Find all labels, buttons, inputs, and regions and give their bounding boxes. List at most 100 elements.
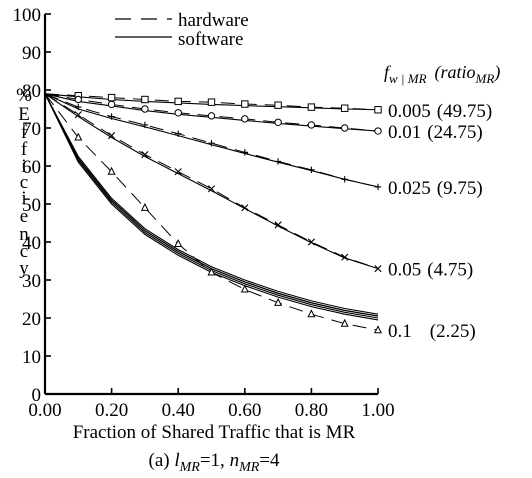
plus-marker [374, 183, 382, 191]
triangle-marker [74, 132, 83, 141]
plus-marker [75, 103, 82, 111]
cross-marker [374, 265, 382, 273]
x-tick-label: 0.00 [28, 400, 61, 421]
caption-l-sub: MR [179, 460, 201, 475]
circle-marker [174, 109, 182, 117]
triangle-marker [140, 202, 149, 211]
square-marker [341, 104, 349, 112]
square-marker [241, 100, 249, 108]
series-header: fw | MR (ratioMR) [384, 62, 500, 86]
y-axis-label-char: i [21, 156, 26, 177]
legend: hardware software [115, 10, 249, 50]
y-tick-label: 40 [22, 233, 41, 254]
y-axis-label-char: E [18, 104, 30, 125]
software-cluster-line [44, 93, 379, 315]
square-marker [141, 95, 149, 104]
series-label: 0.01 (24.75) [388, 122, 483, 143]
series-ratio-value: (2.25) [430, 321, 476, 342]
x-axis-label: Fraction of Shared Traffic that is MR [73, 422, 356, 443]
circle-marker [307, 121, 316, 129]
y-axis-label-char: c [20, 172, 28, 193]
hardware-line [44, 93, 379, 132]
triangle-marker [340, 318, 349, 327]
square-marker [274, 101, 282, 109]
legend-software-label: software [178, 29, 243, 50]
plus-marker [308, 166, 315, 173]
software-line [44, 93, 379, 270]
triangle-marker [240, 284, 249, 293]
caption-n-sub: MR [238, 460, 260, 475]
series-label: 0.005 (49.75) [388, 101, 492, 122]
series-header-label: fw | MR (ratioMR) [384, 62, 500, 86]
series-label: 0.05 (4.75) [388, 260, 473, 281]
axes [43, 14, 378, 396]
square-marker [107, 93, 116, 102]
y-tick-label: 80 [22, 81, 41, 102]
circle-marker [74, 95, 83, 104]
caption-n-val: =4 [259, 450, 280, 471]
square-marker [207, 98, 216, 106]
series-header-close: ) [493, 62, 500, 83]
y-axis-label-char: i [21, 188, 26, 209]
cross-marker [307, 238, 315, 246]
cross-marker [341, 253, 349, 261]
y-tick-label: 0 [32, 385, 42, 406]
square-marker [174, 97, 182, 106]
caption-l-val: =1, [200, 450, 230, 471]
square-marker [374, 106, 382, 114]
triangle-marker [107, 166, 116, 175]
y-axis-label-char: y [19, 258, 29, 279]
x-tick-label: 0.40 [162, 400, 195, 421]
cross-marker [74, 111, 82, 119]
ticks: 0 10 20 30 40 50 60 70 80 90 100 0.00 0.20 0.40 0.60 0.… [13, 5, 395, 421]
series-labels: 0.005 (49.75) 0.01 (24.75) 0.025 (9.75) 0.05 (4… [388, 101, 492, 342]
y-axis-label-char: f [21, 122, 28, 143]
plus-marker [274, 158, 282, 165]
series-f-value: 0.01 [388, 122, 421, 143]
triangle-marker [307, 309, 316, 318]
y-tick-label: 10 [22, 347, 41, 368]
cross-marker [274, 221, 282, 229]
triangle-marker [274, 297, 283, 306]
series-f-value: 0.025 [388, 178, 431, 199]
caption-n-var: n [230, 450, 240, 471]
circle-marker [107, 100, 116, 109]
circle-marker [207, 112, 216, 120]
triangle-marker [207, 267, 216, 276]
plus-marker [175, 130, 182, 137]
cross-marker [174, 168, 182, 176]
circle-marker [274, 118, 282, 127]
y-axis-label-char: n [19, 224, 29, 245]
x-tick-label: 1.00 [361, 400, 394, 421]
series-f-value: 0.1 [388, 321, 412, 342]
series-header-f: f [384, 62, 392, 82]
plus-marker [108, 113, 115, 120]
x-tick-label: 0.80 [295, 400, 328, 421]
series-ratio-value: (9.75) [437, 178, 483, 199]
series-ratio-value: (4.75) [427, 260, 473, 281]
y-tick-label: 20 [22, 309, 41, 330]
triangle-marker [373, 325, 383, 334]
square-marker [307, 103, 316, 111]
hardware-line [44, 93, 379, 331]
y-axis-label-char: f [21, 139, 28, 160]
y-tick-label: 90 [22, 43, 41, 64]
circle-marker [141, 105, 149, 113]
plus-marker [241, 149, 248, 156]
x-tick-label: 0.60 [228, 400, 261, 421]
series-f-value: 0.005 [388, 101, 431, 122]
cross-marker [241, 204, 249, 212]
hardware-line [44, 93, 379, 188]
caption-prefix: (a) [149, 450, 175, 471]
y-tick-label: 30 [22, 271, 41, 292]
circle-marker [374, 127, 382, 135]
y-tick-label: 60 [22, 157, 41, 178]
plus-marker [208, 140, 215, 147]
series-ratio-value: (49.75) [437, 101, 492, 122]
series-header-ratio-sub: MR [475, 71, 495, 86]
plus-marker [341, 176, 348, 183]
series-ratio-value: (24.75) [427, 122, 482, 143]
caption-l-var: l [174, 450, 179, 471]
